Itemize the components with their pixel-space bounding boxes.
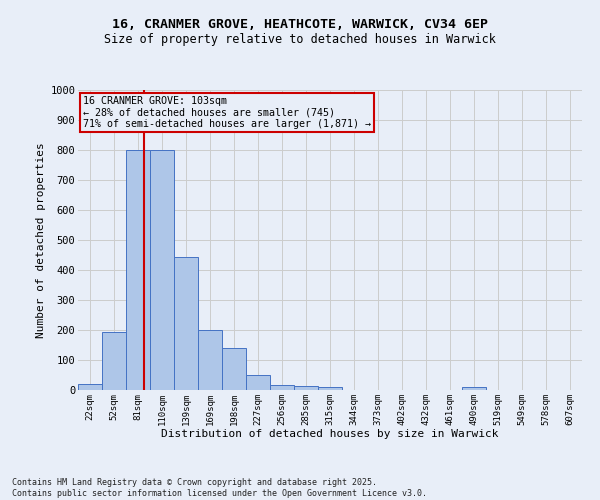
Bar	[78, 384, 102, 390]
Bar	[150, 150, 174, 390]
Bar	[246, 375, 270, 390]
Text: 16 CRANMER GROVE: 103sqm
← 28% of detached houses are smaller (745)
71% of semi-: 16 CRANMER GROVE: 103sqm ← 28% of detach…	[83, 96, 371, 129]
Text: 16, CRANMER GROVE, HEATHCOTE, WARWICK, CV34 6EP: 16, CRANMER GROVE, HEATHCOTE, WARWICK, C…	[112, 18, 488, 30]
Text: Size of property relative to detached houses in Warwick: Size of property relative to detached ho…	[104, 32, 496, 46]
Bar	[294, 386, 318, 390]
Bar	[462, 387, 486, 390]
Bar	[318, 387, 342, 390]
Bar	[270, 384, 294, 390]
Bar	[198, 330, 222, 390]
Bar	[126, 150, 150, 390]
Bar	[174, 256, 198, 390]
X-axis label: Distribution of detached houses by size in Warwick: Distribution of detached houses by size …	[161, 429, 499, 439]
Text: Contains HM Land Registry data © Crown copyright and database right 2025.
Contai: Contains HM Land Registry data © Crown c…	[12, 478, 427, 498]
Bar	[222, 348, 246, 390]
Bar	[102, 332, 126, 390]
Y-axis label: Number of detached properties: Number of detached properties	[36, 142, 46, 338]
